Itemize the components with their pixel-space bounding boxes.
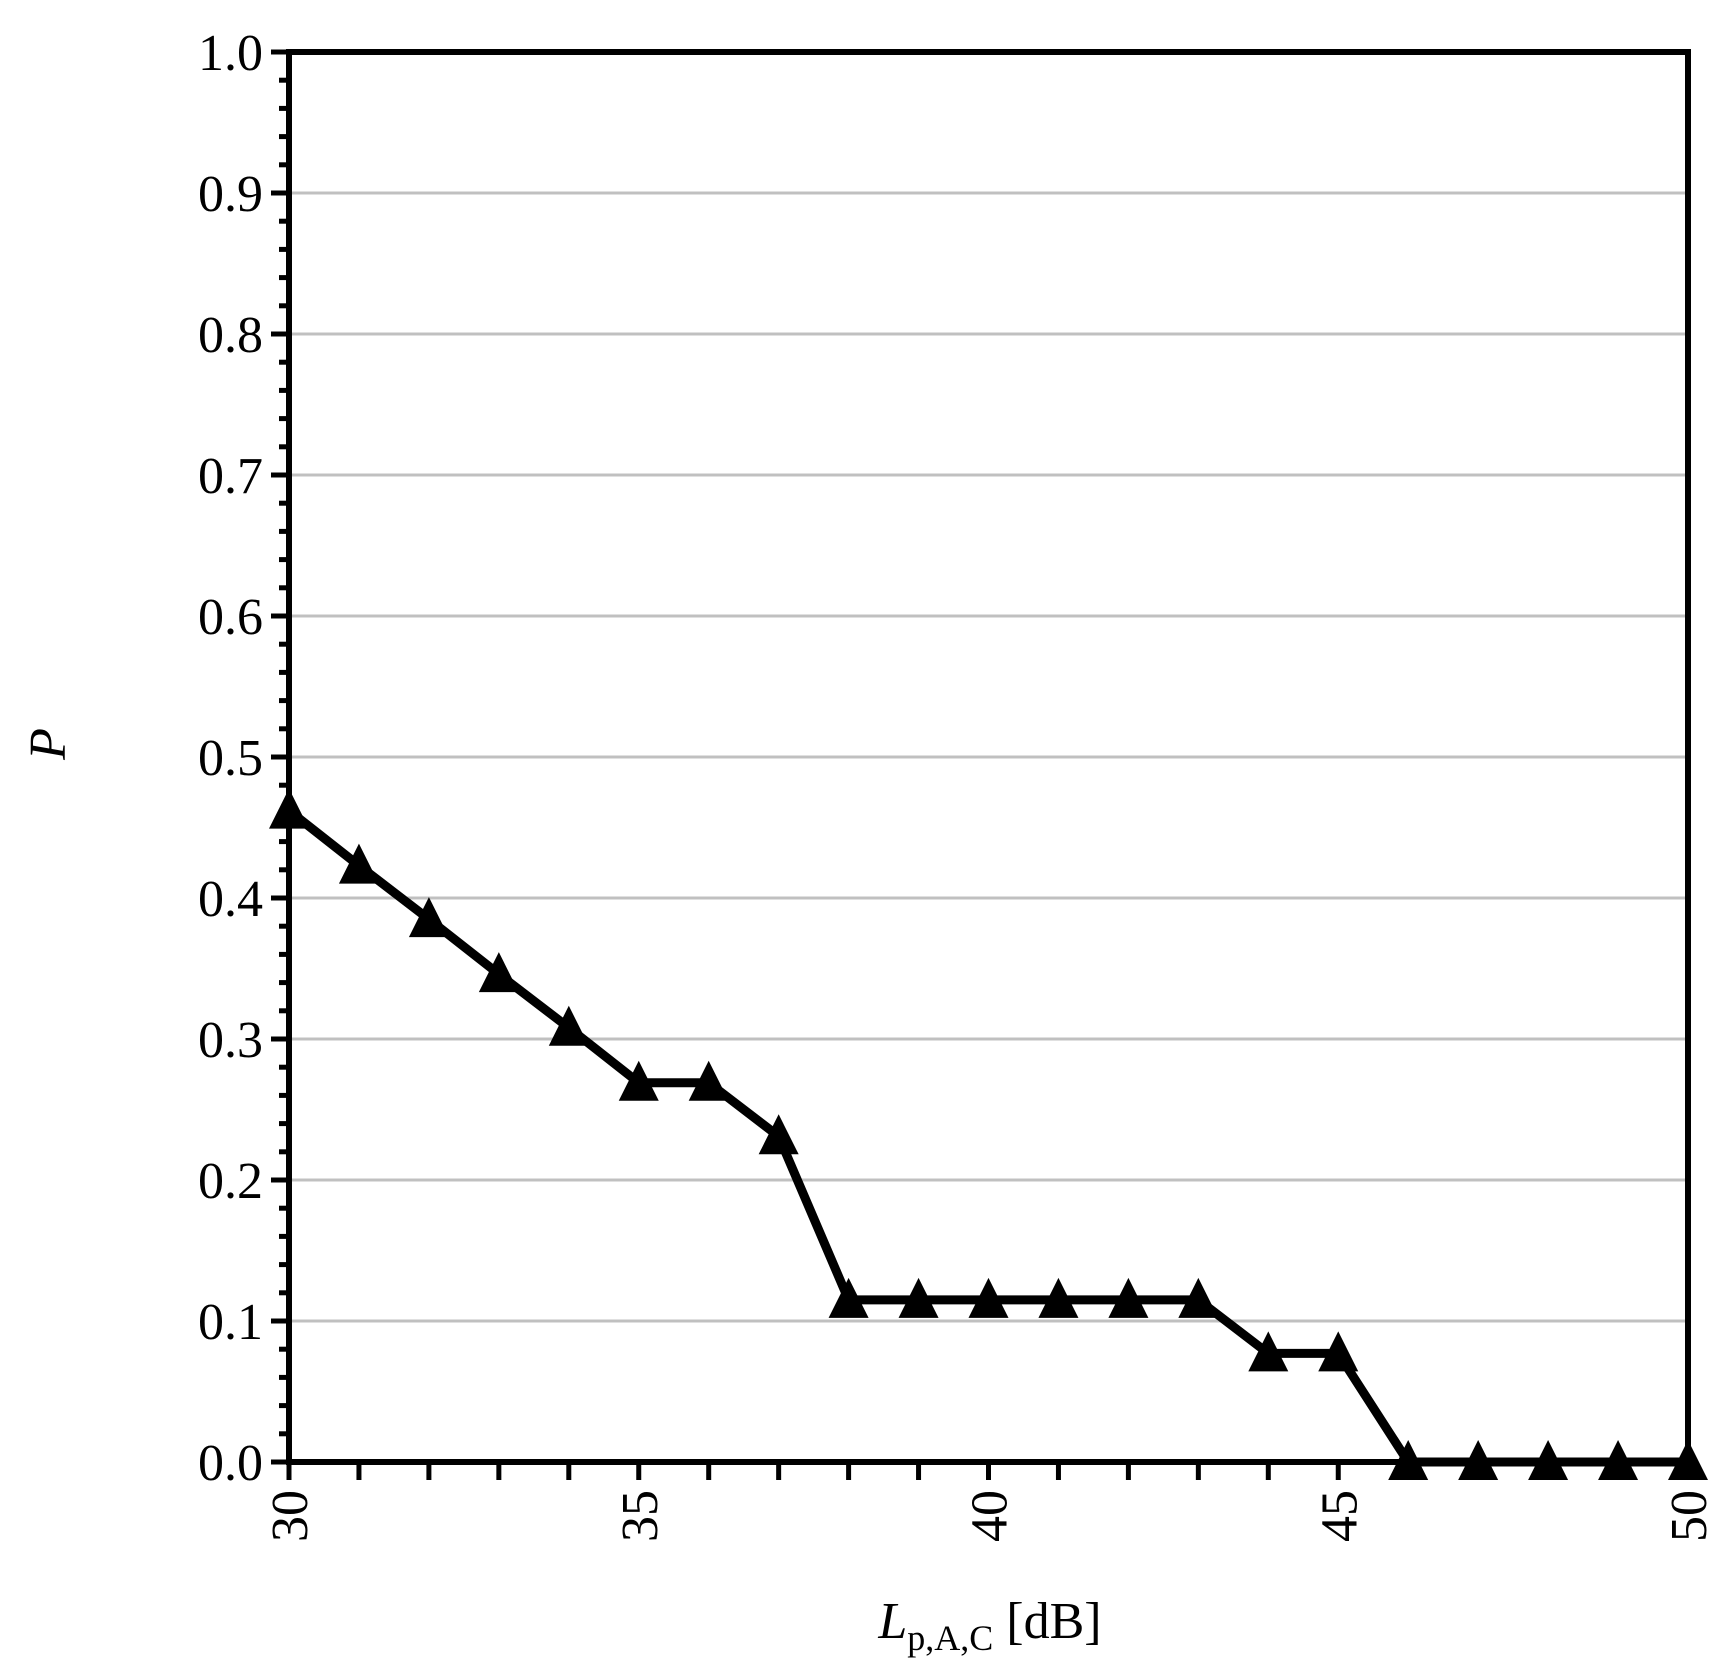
data-point-marker <box>408 897 449 938</box>
series-line <box>286 807 1688 1467</box>
data-point-marker <box>1318 1331 1359 1372</box>
grid-layer <box>289 50 1688 1323</box>
x-axis-label-unit: [dB] <box>993 1593 1101 1650</box>
x-tick-label: 35 <box>612 1490 669 1542</box>
data-point-marker <box>1668 1440 1708 1480</box>
data-point-marker <box>1248 1331 1289 1372</box>
y-tick-label: 0.0 <box>198 1435 263 1492</box>
series-layer <box>269 788 1708 1480</box>
data-point-marker <box>618 1060 659 1101</box>
x-tick-label: 45 <box>1311 1490 1368 1542</box>
y-tick-label: 0.1 <box>198 1294 263 1351</box>
y-tick-label: 0.4 <box>198 871 263 928</box>
label-layer: P Lp,A,C [dB] <box>20 728 1102 1658</box>
axis-layer: 0.0 0.1 0.2 0.3 0.4 0.5 0.6 0.7 0.8 0.9 1.0 30 35 40 4… <box>198 25 1718 1542</box>
data-point-marker <box>269 788 309 829</box>
data-point-marker <box>1108 1277 1149 1318</box>
data-point-marker <box>758 1114 799 1155</box>
x-axis-label-main: L <box>877 1593 907 1650</box>
data-point-marker <box>478 952 519 993</box>
data-point-marker <box>548 1005 589 1046</box>
y-tick-label: 0.5 <box>198 730 263 787</box>
x-tick-label: 50 <box>1661 1490 1718 1542</box>
data-point-marker <box>1178 1277 1219 1318</box>
x-axis-label: Lp,A,C [dB] <box>877 1593 1101 1658</box>
y-tick-label: 0.9 <box>198 166 263 223</box>
data-point-marker <box>968 1277 1009 1318</box>
data-point-marker <box>1598 1440 1639 1480</box>
data-point-marker <box>1458 1440 1499 1480</box>
y-axis-label: P <box>20 728 77 761</box>
y-tick-label: 0.8 <box>198 307 263 364</box>
y-tick-label: 1.0 <box>198 25 263 82</box>
data-point-marker <box>1038 1277 1079 1318</box>
data-point-marker <box>688 1060 729 1101</box>
x-tick-label: 30 <box>262 1490 319 1542</box>
data-point-marker <box>898 1277 939 1318</box>
y-tick-label: 0.6 <box>198 589 263 646</box>
y-tick-label: 0.7 <box>198 448 263 505</box>
y-tick-label: 0.3 <box>198 1012 263 1069</box>
data-point-marker <box>828 1277 869 1318</box>
data-point-marker <box>338 843 379 884</box>
x-axis-label-sub: p,A,C <box>907 1618 993 1658</box>
x-tick-label: 40 <box>962 1490 1019 1542</box>
data-point-marker <box>1528 1440 1569 1480</box>
data-point-marker <box>1388 1440 1429 1480</box>
y-tick-label: 0.2 <box>198 1153 263 1210</box>
